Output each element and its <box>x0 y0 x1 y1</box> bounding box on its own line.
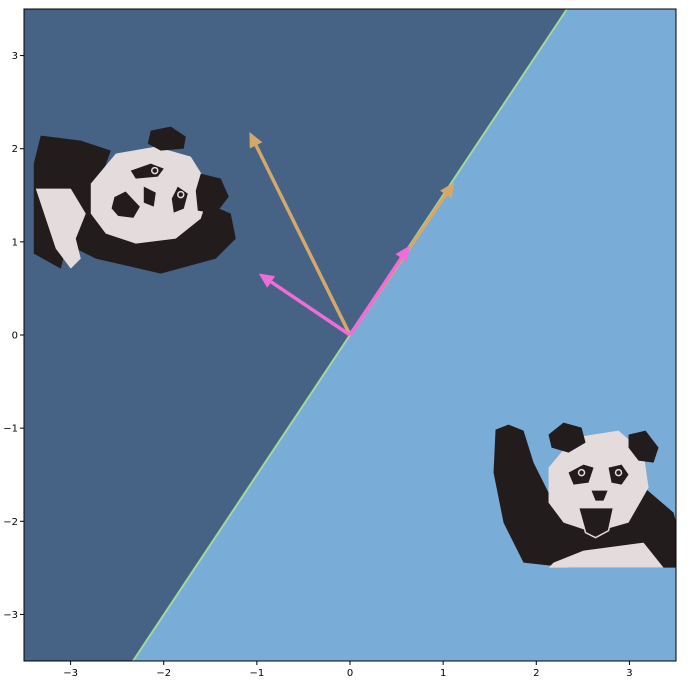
vector-arrow-1 <box>249 131 352 336</box>
panda-nose <box>143 186 156 207</box>
vector-arrow-head <box>258 273 276 288</box>
plot-area <box>24 9 676 661</box>
panda-ear <box>628 430 659 463</box>
panda-nose <box>591 490 608 501</box>
panda-ear <box>548 422 586 453</box>
y-tick-label: −3 <box>3 610 18 621</box>
panda-face <box>548 430 649 533</box>
panda-mouth <box>109 189 142 220</box>
y-axis: −3 −2 −1 0 1 2 3 <box>3 51 24 621</box>
vector-arrow-head <box>440 182 455 199</box>
vector-arrow-4 <box>348 245 410 336</box>
y-tick-label: 1 <box>12 237 18 248</box>
y-tick-label: 2 <box>12 144 18 155</box>
panda-eye <box>577 468 586 477</box>
panda-belly <box>548 542 664 568</box>
x-tick-label: 3 <box>626 668 632 679</box>
panda-ear <box>195 173 229 214</box>
x-tick-label: 1 <box>440 668 446 679</box>
panda-ear <box>147 126 186 151</box>
x-tick-label: 2 <box>533 668 539 679</box>
panda-lower-right <box>493 422 676 568</box>
y-tick-label: −2 <box>3 517 18 528</box>
panda-eye <box>151 166 159 175</box>
panda-body <box>493 424 676 568</box>
y-tick-label: −1 <box>3 424 18 435</box>
vector-arrow-shaft <box>254 144 352 336</box>
vector-arrow-head <box>249 131 263 149</box>
y-tick-label: 3 <box>12 51 18 62</box>
vector-arrow-head <box>395 245 410 262</box>
panda-eye <box>614 468 623 477</box>
vector-arrow-3 <box>258 273 351 337</box>
panda-eye-patch <box>608 464 629 485</box>
panda-eye <box>177 190 185 199</box>
y-tick-label: 0 <box>12 331 18 342</box>
x-tick-label: 0 <box>347 668 353 679</box>
panda-mouth <box>577 506 615 539</box>
vector-arrow-shaft <box>270 280 351 337</box>
x-axis: −3 −2 −1 0 1 2 3 <box>63 661 633 679</box>
vector-arrow-shaft <box>348 257 403 336</box>
x-tick-label: −3 <box>63 668 78 679</box>
x-tick-label: −2 <box>156 668 171 679</box>
panda-upper-left <box>33 126 236 274</box>
panda-body-light <box>35 188 86 269</box>
vector-arrows <box>249 131 455 337</box>
panda-eye-patch <box>568 464 594 485</box>
x-tick-label: −1 <box>249 668 264 679</box>
